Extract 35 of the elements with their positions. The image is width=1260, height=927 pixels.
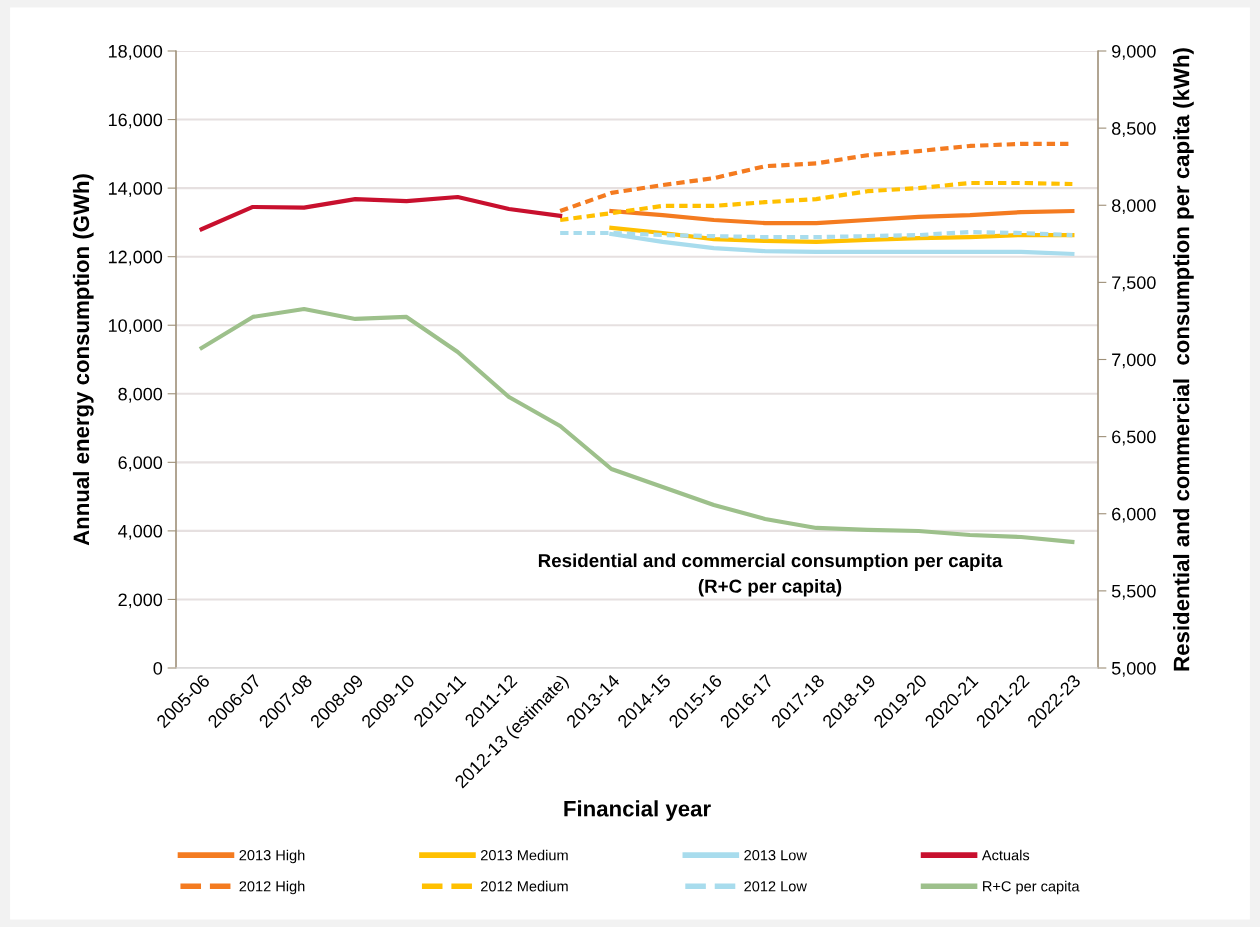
y2-tick-label: 6,000 xyxy=(1112,507,1156,523)
y2-tick-label: 6,500 xyxy=(1112,430,1156,446)
line-series xyxy=(199,306,1075,545)
legend-label: 2013 Medium xyxy=(481,849,568,861)
y2-tick-label: 8,500 xyxy=(1111,122,1156,137)
y-tick-label: 6,000 xyxy=(118,456,163,472)
legend-label: 2012 High xyxy=(239,880,305,895)
y-tick-label: 18,000 xyxy=(108,44,163,60)
legend-label: R+C per capita xyxy=(983,880,1080,895)
y-tick-label: 4,000 xyxy=(118,524,163,540)
y2-tick-label: 5,000 xyxy=(1111,661,1156,677)
line-series xyxy=(609,208,1075,226)
y-tick-label: 2,000 xyxy=(118,593,163,609)
y2-tick-label: 8,000 xyxy=(1111,199,1156,215)
y2-tick-label: 9,000 xyxy=(1112,44,1156,60)
legend-label: 2013 Low xyxy=(744,850,807,861)
y2-tick-label: 7,500 xyxy=(1112,276,1156,292)
y2-tick-label: 7,000 xyxy=(1112,353,1156,369)
y-tick-label: 14,000 xyxy=(108,182,163,197)
legend-label: 2012 Medium xyxy=(481,880,568,892)
y-axis-title: Annual energy consumption (GWh) xyxy=(72,174,94,546)
legend-label: 2013 High xyxy=(239,849,305,864)
y2-tick-label: 5,500 xyxy=(1111,584,1156,600)
y-tick-label: 0 xyxy=(153,661,163,675)
annotation: Residential and commercial consumption per capita (R+C per capita) xyxy=(538,553,1003,597)
line-series xyxy=(558,180,1075,223)
legend-label: Actuals xyxy=(981,849,1030,861)
y-tick-label: 12,000 xyxy=(108,250,163,266)
line-series xyxy=(199,194,563,232)
x-axis-title: Financial year xyxy=(564,800,711,821)
y-tick-label: 16,000 xyxy=(108,113,163,129)
y2-axis-title: Residential and commercial consumption per capita (kWh) xyxy=(1173,48,1194,671)
y-tick-label: 10,000 xyxy=(108,319,163,335)
y-tick-label: 8,000 xyxy=(118,387,163,403)
legend-label: 2012 Low xyxy=(744,881,807,892)
